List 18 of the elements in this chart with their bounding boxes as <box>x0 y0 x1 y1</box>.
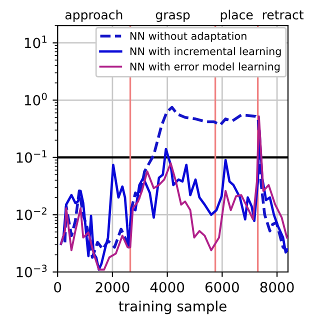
text: place <box>220 10 253 22</box>
legend-label: NN with incremental learning <box>130 47 281 58</box>
x-tick-label: 8000 <box>260 282 294 292</box>
y-tick-label: 10$^{−1}$ <box>16 150 46 163</box>
legend-label: NN with error model learning <box>130 62 280 73</box>
text: approach <box>65 10 122 22</box>
y-tick-label: 10$^{−2}$ <box>16 207 46 220</box>
y-tick-label: 10$^{−3}$ <box>16 264 47 278</box>
x-tick-label: 6000 <box>205 282 239 292</box>
text: retract <box>262 10 304 20</box>
x-axis-title: training sample <box>118 300 226 314</box>
legend-label: NN without adaptation <box>130 32 246 42</box>
x-tick-label: 4000 <box>150 282 184 292</box>
x-tick-label: 2000 <box>96 282 130 292</box>
text: grasp <box>156 12 190 22</box>
x-tick-label: 0 <box>54 282 62 292</box>
y-tick-label: 10$^{1}$ <box>24 36 47 48</box>
y-tick-label: 10$^{0}$ <box>24 92 47 106</box>
